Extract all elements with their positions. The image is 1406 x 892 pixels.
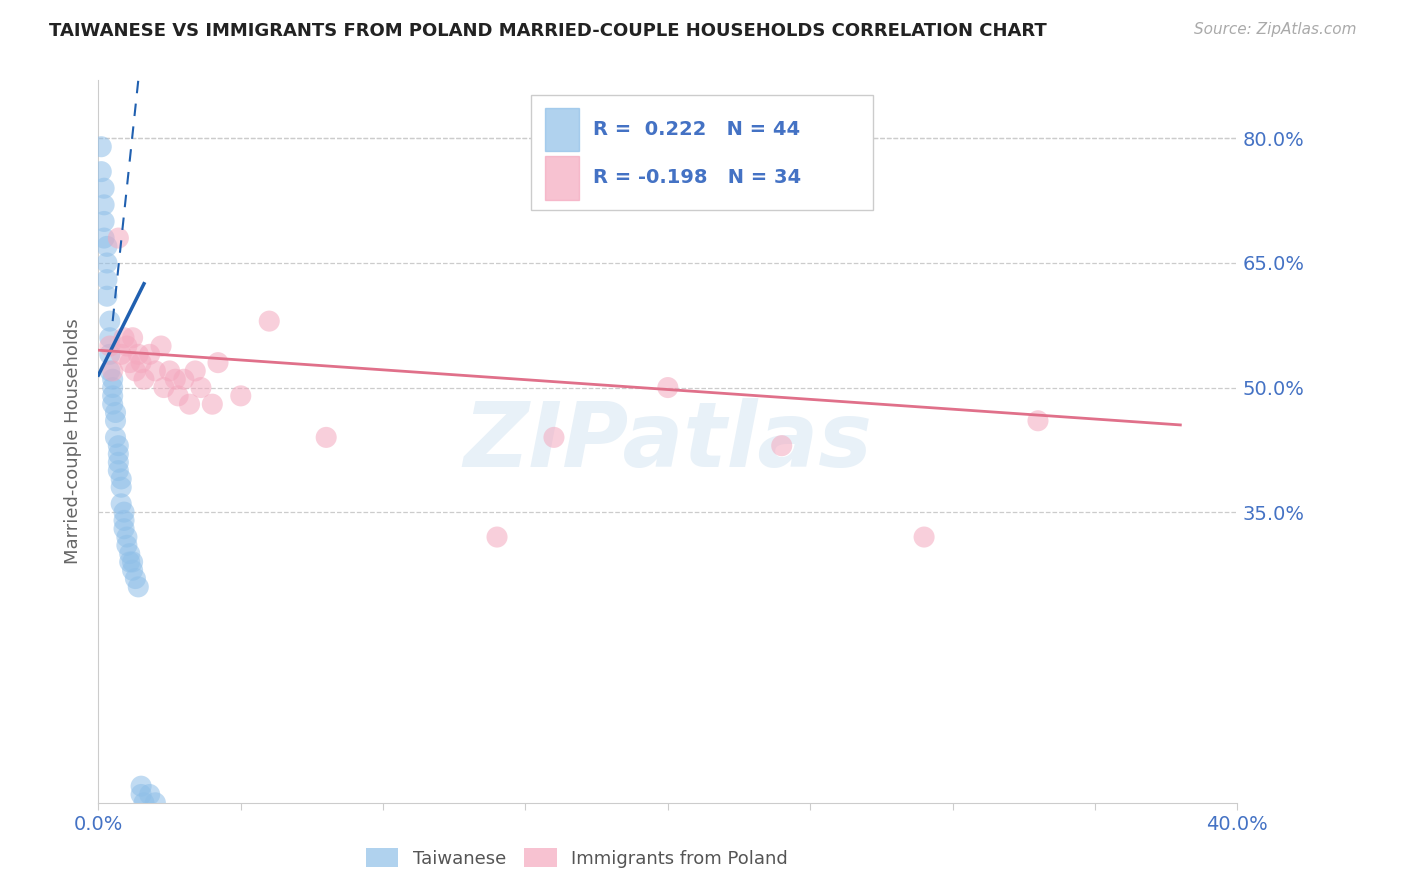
Point bbox=[107, 464, 129, 478]
Point bbox=[190, 380, 212, 394]
Point bbox=[107, 439, 129, 453]
Point bbox=[90, 164, 112, 178]
Point bbox=[93, 214, 115, 228]
Point bbox=[121, 555, 143, 569]
Point bbox=[96, 289, 118, 303]
Point bbox=[229, 389, 252, 403]
Text: Source: ZipAtlas.com: Source: ZipAtlas.com bbox=[1194, 22, 1357, 37]
Bar bbox=[546, 108, 579, 151]
Point bbox=[165, 372, 187, 386]
Point bbox=[1026, 414, 1049, 428]
Point bbox=[110, 472, 132, 486]
Point bbox=[98, 331, 121, 345]
Point bbox=[104, 405, 127, 419]
Point bbox=[115, 538, 138, 552]
Point bbox=[115, 339, 138, 353]
Point bbox=[101, 372, 124, 386]
Point bbox=[127, 347, 149, 361]
Point bbox=[98, 347, 121, 361]
Point bbox=[101, 397, 124, 411]
Y-axis label: Married-couple Households: Married-couple Households bbox=[65, 318, 83, 565]
Point bbox=[486, 530, 509, 544]
Point bbox=[112, 513, 135, 527]
Point bbox=[127, 580, 149, 594]
Text: R =  0.222   N = 44: R = 0.222 N = 44 bbox=[593, 120, 800, 139]
Point bbox=[98, 364, 121, 378]
Point bbox=[98, 314, 121, 328]
Point bbox=[145, 364, 167, 378]
Point bbox=[101, 364, 124, 378]
Point bbox=[129, 788, 152, 802]
Point bbox=[104, 430, 127, 444]
Bar bbox=[546, 156, 579, 200]
Point bbox=[93, 198, 115, 212]
Point bbox=[121, 563, 143, 577]
Point bbox=[159, 364, 181, 378]
Point bbox=[96, 256, 118, 270]
Point bbox=[132, 796, 155, 810]
Point bbox=[104, 414, 127, 428]
Point bbox=[132, 372, 155, 386]
Point bbox=[912, 530, 935, 544]
Point bbox=[129, 779, 152, 793]
Point bbox=[129, 356, 152, 370]
Point bbox=[112, 331, 135, 345]
Point bbox=[90, 139, 112, 153]
Text: TAIWANESE VS IMMIGRANTS FROM POLAND MARRIED-COUPLE HOUSEHOLDS CORRELATION CHART: TAIWANESE VS IMMIGRANTS FROM POLAND MARR… bbox=[49, 22, 1047, 40]
Point bbox=[543, 430, 565, 444]
Point bbox=[107, 231, 129, 245]
Text: R = -0.198   N = 34: R = -0.198 N = 34 bbox=[593, 169, 801, 187]
Point bbox=[145, 796, 167, 810]
Point bbox=[101, 380, 124, 394]
Point bbox=[93, 181, 115, 195]
Point bbox=[101, 389, 124, 403]
Point bbox=[112, 505, 135, 519]
Point bbox=[121, 331, 143, 345]
Point bbox=[138, 788, 160, 802]
Point bbox=[96, 272, 118, 286]
Text: ZIPatlas: ZIPatlas bbox=[464, 398, 872, 485]
Point bbox=[138, 347, 160, 361]
Point bbox=[112, 522, 135, 536]
Point bbox=[110, 480, 132, 494]
Point bbox=[98, 339, 121, 353]
Point bbox=[124, 364, 146, 378]
FancyBboxPatch shape bbox=[531, 95, 873, 211]
Point bbox=[107, 455, 129, 469]
Legend: Taiwanese, Immigrants from Poland: Taiwanese, Immigrants from Poland bbox=[357, 839, 797, 877]
Point bbox=[110, 347, 132, 361]
Point bbox=[124, 572, 146, 586]
Point bbox=[153, 380, 176, 394]
Point bbox=[118, 547, 141, 561]
Point bbox=[110, 497, 132, 511]
Point bbox=[96, 239, 118, 253]
Point bbox=[259, 314, 281, 328]
Point bbox=[201, 397, 224, 411]
Point bbox=[107, 447, 129, 461]
Point bbox=[118, 356, 141, 370]
Point bbox=[657, 380, 679, 394]
Point bbox=[150, 339, 173, 353]
Point bbox=[179, 397, 201, 411]
Point bbox=[207, 356, 229, 370]
Point bbox=[173, 372, 195, 386]
Point bbox=[315, 430, 337, 444]
Point bbox=[118, 555, 141, 569]
Point bbox=[167, 389, 190, 403]
Point bbox=[115, 530, 138, 544]
Point bbox=[184, 364, 207, 378]
Point bbox=[93, 231, 115, 245]
Point bbox=[770, 439, 793, 453]
